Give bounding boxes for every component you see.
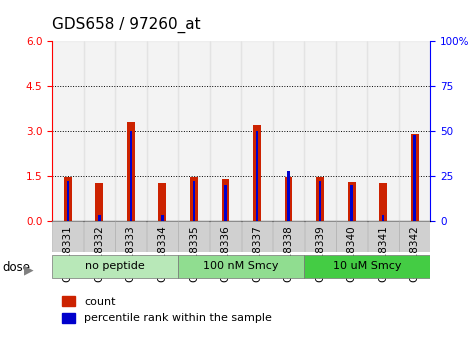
Bar	[178, 221, 210, 252]
Text: GSM18332: GSM18332	[94, 226, 105, 282]
Bar	[147, 41, 178, 221]
Bar	[52, 41, 84, 221]
Bar	[350, 185, 353, 221]
Bar	[413, 135, 416, 221]
Bar	[210, 221, 241, 252]
Bar	[304, 255, 430, 278]
Bar	[304, 41, 336, 221]
Bar	[115, 221, 146, 252]
Bar	[273, 221, 304, 252]
Bar	[67, 181, 69, 221]
Text: GSM18341: GSM18341	[378, 226, 388, 282]
Text: GSM18339: GSM18339	[315, 226, 325, 282]
Bar	[273, 41, 304, 221]
Bar	[84, 41, 115, 221]
Bar	[210, 41, 241, 221]
Text: GSM18336: GSM18336	[220, 226, 230, 282]
Text: no peptide: no peptide	[85, 261, 145, 271]
Legend: count, percentile rank within the sample: count, percentile rank within the sample	[58, 292, 277, 328]
Bar	[178, 255, 304, 278]
Text: 100 nM Smcy: 100 nM Smcy	[203, 261, 279, 271]
Bar	[178, 41, 210, 221]
Bar	[336, 221, 367, 252]
Bar	[190, 177, 198, 221]
Bar	[84, 221, 115, 252]
Bar	[368, 221, 399, 252]
Text: GSM18333: GSM18333	[126, 226, 136, 282]
Bar	[52, 255, 178, 278]
Bar	[305, 221, 335, 252]
Text: GSM18340: GSM18340	[347, 226, 357, 282]
Bar	[253, 125, 261, 221]
Bar	[98, 215, 101, 221]
Bar	[53, 221, 83, 252]
Bar	[285, 177, 292, 221]
Bar	[382, 215, 385, 221]
Bar	[64, 177, 72, 221]
Bar	[348, 182, 356, 221]
Text: 10 uM Smcy: 10 uM Smcy	[333, 261, 402, 271]
Bar	[130, 131, 132, 221]
Text: dose: dose	[2, 261, 30, 274]
Text: GSM18337: GSM18337	[252, 226, 262, 282]
Text: GSM18335: GSM18335	[189, 226, 199, 282]
Bar	[96, 184, 103, 221]
Bar	[193, 181, 195, 221]
Bar	[224, 185, 227, 221]
Bar	[256, 131, 258, 221]
Bar	[158, 184, 166, 221]
Bar	[336, 41, 368, 221]
Bar	[221, 179, 229, 221]
Bar	[287, 170, 290, 221]
Text: GSM18338: GSM18338	[283, 226, 294, 282]
Bar	[399, 221, 430, 252]
Bar	[368, 41, 399, 221]
Text: GSM18334: GSM18334	[158, 226, 167, 282]
Text: GSM18331: GSM18331	[63, 226, 73, 282]
Bar	[379, 184, 387, 221]
Text: GDS658 / 97260_at: GDS658 / 97260_at	[52, 17, 201, 33]
Bar	[399, 41, 430, 221]
Bar	[115, 41, 147, 221]
Bar	[411, 134, 419, 221]
Text: ▶: ▶	[24, 263, 33, 276]
Bar	[161, 215, 164, 221]
Bar	[242, 221, 272, 252]
Text: GSM18342: GSM18342	[410, 226, 420, 282]
Bar	[241, 41, 273, 221]
Bar	[147, 221, 178, 252]
Bar	[316, 177, 324, 221]
Bar	[319, 181, 321, 221]
Bar	[127, 122, 135, 221]
